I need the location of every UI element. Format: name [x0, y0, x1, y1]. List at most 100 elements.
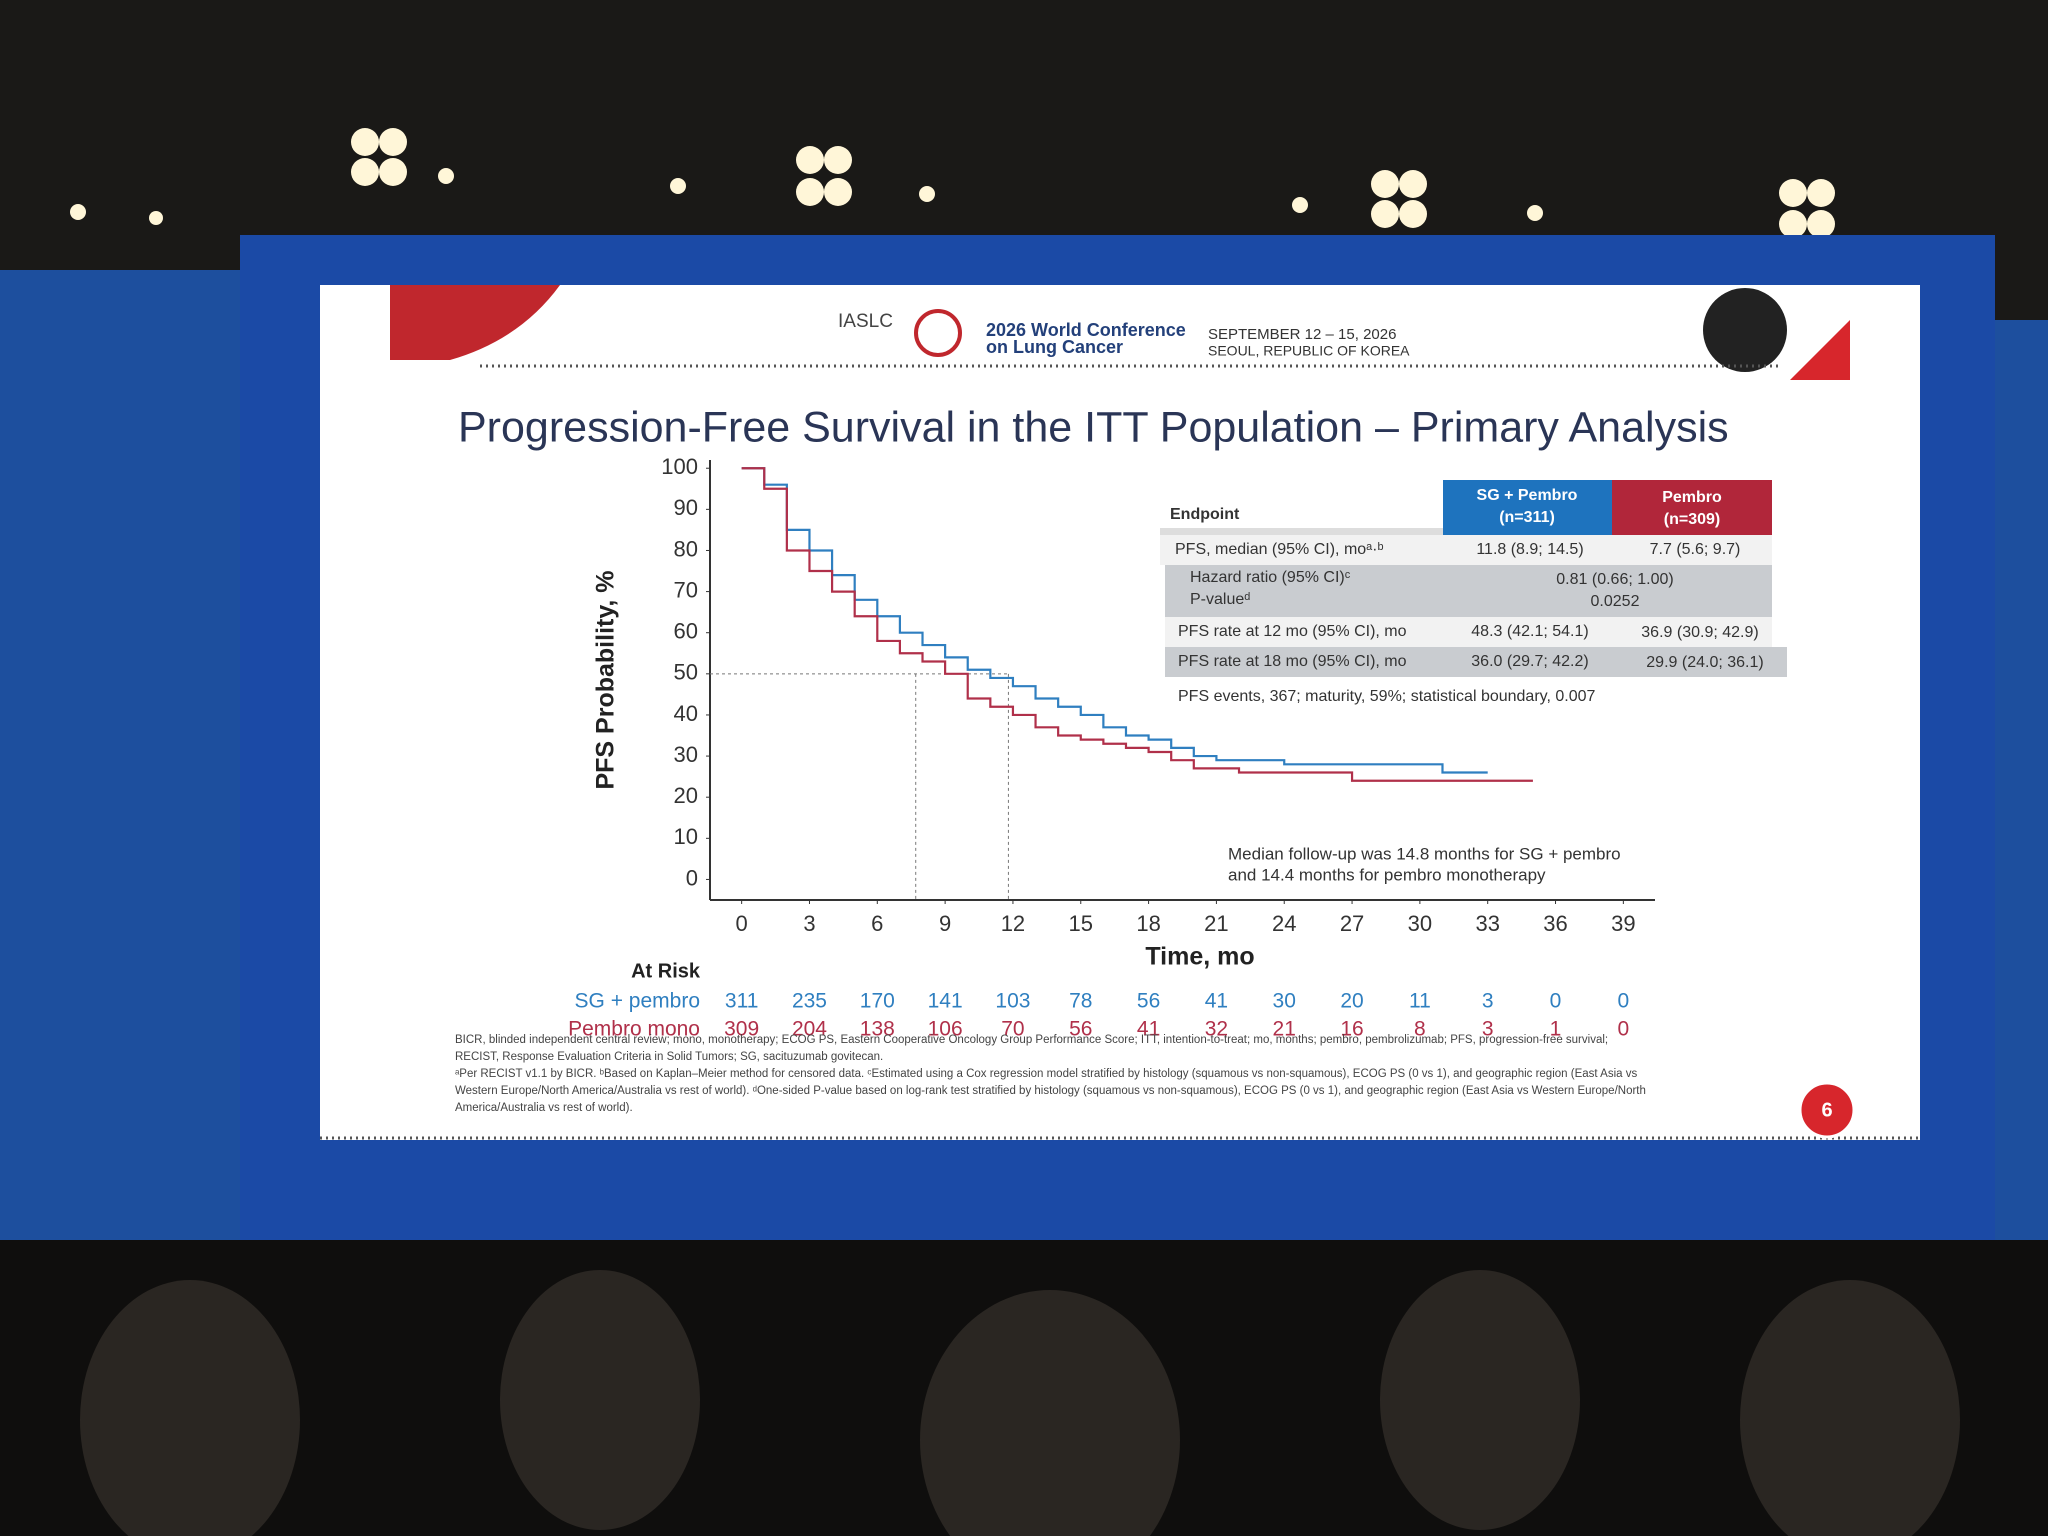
footnote: Western Europe/North America/Australia v…	[455, 1085, 1646, 1097]
table-cell: 48.3 (42.1; 54.1)	[1471, 623, 1588, 640]
footnote: America/Australia vs rest of world).	[455, 1102, 633, 1114]
annotation: Median follow-up was 14.8 months for SG …	[1228, 844, 1621, 863]
table-cell: PFS rate at 18 mo (95% CI), mo	[1178, 653, 1407, 670]
at-risk-count: 0	[1618, 1018, 1630, 1041]
at-risk-count: 0	[1550, 990, 1562, 1013]
x-tick-label: 21	[1204, 911, 1228, 936]
y-tick-label: 10	[674, 824, 698, 849]
table-cell: 0.0252	[1591, 593, 1640, 610]
table-header: (n=311)	[1499, 509, 1555, 526]
table-header: Endpoint	[1170, 506, 1240, 523]
x-tick-label: 15	[1069, 911, 1093, 936]
x-tick-label: 36	[1543, 911, 1567, 936]
table-cell: 11.8 (8.9; 14.5)	[1476, 541, 1583, 558]
annotation: and 14.4 months for pembro monotherapy	[1228, 865, 1546, 884]
audience-heads	[80, 1270, 1960, 1536]
table-cell: PFS, median (95% CI), moᵃ·ᵇ	[1175, 541, 1384, 558]
table-header-cell	[1443, 480, 1612, 535]
y-tick-label: 30	[674, 742, 698, 767]
x-tick-label: 39	[1611, 911, 1635, 936]
y-tick-label: 60	[674, 619, 698, 644]
at-risk-count: 70	[1001, 1018, 1024, 1041]
at-risk-count: 20	[1340, 990, 1363, 1013]
at-risk-count: 11	[1409, 990, 1431, 1013]
table-header: SG + Pembro	[1477, 487, 1578, 504]
stage-lights	[70, 128, 1957, 278]
at-risk-count: 141	[928, 990, 963, 1013]
y-tick-label: 80	[674, 536, 698, 561]
at-risk-count: 311	[725, 990, 758, 1013]
table-note: PFS events, 367; maturity, 59%; statisti…	[1178, 688, 1596, 705]
at-risk-count: 3	[1482, 990, 1494, 1013]
at-risk-label: SG + pembro	[575, 990, 700, 1013]
x-tick-label: 9	[939, 911, 951, 936]
conference-name: on Lung Cancer	[986, 337, 1123, 357]
y-tick-label: 70	[674, 577, 698, 602]
table-cell: PFS rate at 12 mo (95% CI), mo	[1178, 623, 1407, 640]
at-risk-count: 0	[1618, 990, 1630, 1013]
at-risk-count: 32	[1205, 1018, 1228, 1041]
at-risk-count: 106	[928, 1018, 963, 1041]
page-number: 6	[1821, 1099, 1832, 1121]
x-tick-label: 18	[1136, 911, 1160, 936]
at-risk-count: 56	[1069, 1018, 1092, 1041]
at-risk-count: 3	[1482, 1018, 1494, 1041]
at-risk-count: 78	[1069, 990, 1092, 1013]
table-row	[1165, 647, 1787, 677]
at-risk-count: 309	[724, 1018, 759, 1041]
x-tick-label: 12	[1001, 911, 1025, 936]
x-tick-label: 33	[1475, 911, 1499, 936]
at-risk-title: At Risk	[631, 960, 701, 982]
side-screen-left	[0, 270, 255, 1250]
survival-curve	[741, 467, 1488, 774]
society: IASLC	[838, 311, 893, 332]
place: SEOUL, REPUBLIC OF KOREA	[1208, 343, 1410, 359]
table-header: (n=309)	[1664, 511, 1720, 528]
x-axis-title: Time, mo	[1145, 943, 1254, 971]
at-risk-count: 8	[1414, 1018, 1426, 1041]
table-header-rule	[1160, 528, 1443, 535]
page-badge	[1798, 1081, 1856, 1139]
y-tick-label: 0	[686, 865, 698, 890]
at-risk-label: Pembro mono	[568, 1018, 700, 1041]
y-tick-label: 90	[674, 495, 698, 520]
at-risk-count: 170	[860, 990, 895, 1013]
table-row	[1165, 617, 1772, 647]
y-tick-label: 20	[674, 783, 698, 808]
table-cell: 36.0 (29.7; 42.2)	[1471, 653, 1588, 670]
footnote: RECIST, Response Evaluation Criteria in …	[455, 1051, 883, 1063]
table-cell: P-valueᵈ	[1190, 591, 1250, 608]
x-tick-label: 3	[803, 911, 815, 936]
table-cell: 29.9 (24.0; 36.1)	[1646, 654, 1763, 671]
at-risk-count: 103	[995, 990, 1030, 1013]
y-axis-title: PFS Probability, %	[592, 570, 620, 789]
chart-title: Progression-Free Survival in the ITT Pop…	[458, 403, 1729, 451]
footnote: BICR, blinded independent central review…	[455, 1034, 1608, 1046]
table-row	[1165, 565, 1772, 617]
table-cell: 36.9 (30.9; 42.9)	[1641, 624, 1758, 641]
conference-name: 2026 World Conference	[986, 320, 1186, 340]
at-risk-count: 56	[1137, 990, 1160, 1013]
table-cell: 7.7 (5.6; 9.7)	[1650, 541, 1741, 558]
header-decoration	[1703, 288, 1787, 372]
x-tick-label: 27	[1340, 911, 1364, 936]
y-tick-label: 100	[661, 454, 698, 479]
table-row	[1160, 535, 1772, 565]
table-header-cell	[1612, 480, 1772, 535]
x-tick-label: 0	[736, 911, 748, 936]
table-cell: 0.81 (0.66; 1.00)	[1556, 571, 1673, 588]
at-risk-count: 1	[1550, 1018, 1562, 1041]
survival-curve	[741, 467, 1533, 782]
y-tick-label: 40	[674, 701, 698, 726]
y-tick-label: 50	[674, 660, 698, 685]
at-risk-count: 138	[860, 1018, 895, 1041]
table-header: Pembro	[1662, 489, 1722, 506]
at-risk-count: 41	[1205, 990, 1228, 1013]
footnote: ᵃPer RECIST v1.1 by BICR. ᵇBased on Kapl…	[455, 1068, 1637, 1080]
header-decoration	[390, 285, 560, 360]
at-risk-count: 204	[792, 1018, 827, 1041]
dates: SEPTEMBER 12 – 15, 2026	[1208, 326, 1396, 343]
table-cell: Hazard ratio (95% CI)ᶜ	[1190, 569, 1351, 586]
at-risk-count: 21	[1273, 1018, 1296, 1041]
